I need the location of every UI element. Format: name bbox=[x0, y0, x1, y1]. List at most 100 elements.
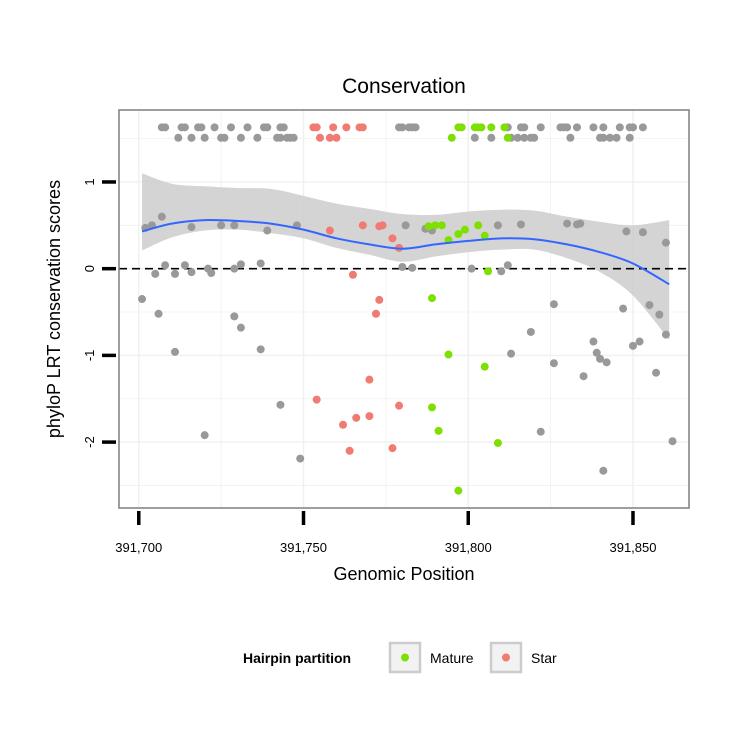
point-star bbox=[375, 295, 384, 304]
point-mature bbox=[474, 221, 483, 230]
plot-border bbox=[118, 109, 690, 509]
point-other bbox=[236, 260, 245, 269]
point-other bbox=[645, 301, 654, 310]
point-other bbox=[668, 437, 677, 446]
point-star bbox=[371, 309, 380, 318]
x-tick-label: 391,850 bbox=[609, 540, 656, 555]
point-star bbox=[388, 234, 397, 243]
x-axis: 391,700 391,750 391,800 391,850 bbox=[115, 511, 656, 555]
data-points bbox=[138, 123, 677, 495]
point-other bbox=[180, 261, 189, 270]
point-other bbox=[599, 133, 608, 142]
point-other bbox=[572, 123, 581, 132]
point-mature bbox=[477, 123, 486, 132]
y-axis-title: phyloP LRT conservation scores bbox=[44, 180, 64, 438]
point-mature bbox=[487, 123, 496, 132]
x-tick-label: 391,750 bbox=[280, 540, 327, 555]
point-other bbox=[408, 263, 417, 272]
point-other bbox=[549, 359, 558, 368]
point-other bbox=[520, 133, 529, 142]
point-other bbox=[398, 123, 407, 132]
point-other bbox=[200, 133, 209, 142]
point-other bbox=[563, 123, 572, 132]
point-star bbox=[315, 133, 324, 142]
point-other bbox=[625, 133, 634, 142]
point-mature bbox=[434, 426, 443, 435]
point-other bbox=[635, 337, 644, 346]
legend-label-mature: Mature bbox=[430, 650, 474, 666]
point-other bbox=[279, 123, 288, 132]
point-other bbox=[253, 133, 262, 142]
point-mature bbox=[428, 294, 437, 303]
point-mature bbox=[424, 222, 433, 231]
point-other bbox=[256, 345, 265, 354]
point-other bbox=[599, 466, 608, 475]
point-other bbox=[401, 221, 410, 230]
point-other bbox=[230, 221, 239, 230]
point-star bbox=[352, 413, 361, 422]
y-tick-label: -2 bbox=[82, 436, 97, 448]
x-tick-label: 391,700 bbox=[115, 540, 162, 555]
point-other bbox=[236, 133, 245, 142]
point-other bbox=[655, 310, 664, 319]
point-other bbox=[467, 264, 476, 273]
point-mature bbox=[428, 403, 437, 412]
point-other bbox=[210, 123, 219, 132]
point-other bbox=[171, 347, 180, 356]
point-other bbox=[276, 133, 285, 142]
point-other bbox=[256, 259, 265, 268]
point-star bbox=[339, 420, 348, 429]
point-other bbox=[652, 368, 661, 377]
point-other bbox=[174, 133, 183, 142]
point-other bbox=[263, 123, 272, 132]
point-other bbox=[161, 123, 170, 132]
point-other bbox=[171, 269, 180, 278]
point-other bbox=[549, 300, 558, 309]
point-other bbox=[513, 133, 522, 142]
point-other bbox=[493, 221, 502, 230]
chart-title: Conservation bbox=[342, 75, 466, 98]
point-other bbox=[602, 358, 611, 367]
point-mature bbox=[484, 267, 493, 276]
point-star bbox=[312, 395, 321, 404]
point-other bbox=[628, 341, 637, 350]
point-other bbox=[187, 268, 196, 277]
legend-label-star: Star bbox=[531, 650, 557, 666]
legend: Hairpin partition Mature Star bbox=[243, 641, 557, 674]
point-other bbox=[579, 372, 588, 381]
point-other bbox=[200, 431, 209, 440]
point-star bbox=[395, 401, 404, 410]
smooth-trend-line bbox=[141, 218, 670, 286]
point-other bbox=[605, 133, 614, 142]
x-axis-title: Genomic Position bbox=[333, 564, 474, 584]
point-star bbox=[365, 375, 374, 384]
point-other bbox=[296, 454, 305, 463]
point-other bbox=[520, 123, 529, 132]
point-mature bbox=[460, 225, 469, 234]
point-star bbox=[342, 123, 351, 132]
point-other bbox=[661, 238, 670, 247]
point-other bbox=[497, 267, 506, 276]
point-other bbox=[622, 227, 631, 236]
y-axis: -2 -1 0 1 bbox=[82, 178, 116, 448]
point-other bbox=[227, 123, 236, 132]
point-other bbox=[619, 304, 628, 313]
point-other bbox=[566, 133, 575, 142]
point-mature bbox=[454, 229, 463, 238]
point-other bbox=[599, 123, 608, 132]
x-tick-label: 391,800 bbox=[445, 540, 492, 555]
point-other bbox=[576, 219, 585, 228]
point-other bbox=[263, 226, 272, 235]
point-other bbox=[187, 223, 196, 232]
point-other bbox=[661, 330, 670, 339]
point-star bbox=[325, 133, 334, 142]
point-star bbox=[348, 270, 357, 279]
point-mature bbox=[503, 133, 512, 142]
point-other bbox=[628, 123, 637, 132]
point-star bbox=[365, 412, 374, 421]
point-mature bbox=[493, 438, 502, 447]
point-other bbox=[161, 261, 170, 270]
point-other bbox=[563, 219, 572, 228]
point-star bbox=[388, 444, 397, 453]
